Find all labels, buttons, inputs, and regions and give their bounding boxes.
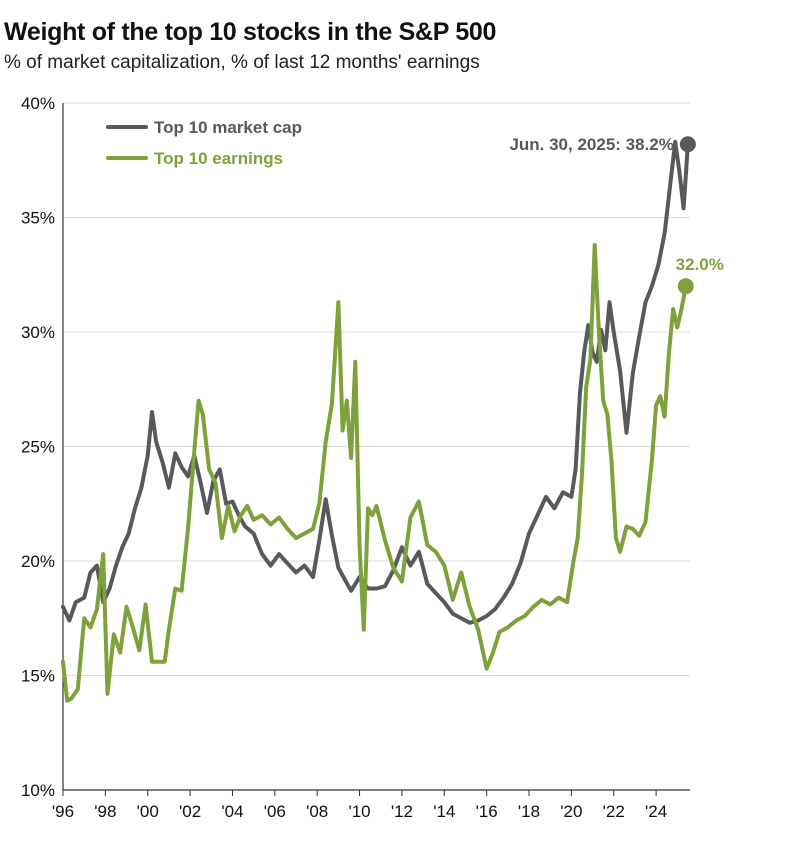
end-markers (677, 136, 696, 295)
x-tick-label: '16 (476, 802, 498, 821)
chart-title: Weight of the top 10 stocks in the S&P 5… (4, 18, 497, 46)
y-tick-label: 25% (21, 438, 55, 457)
x-tick-label: '96 (52, 802, 74, 821)
x-tick-label: '24 (645, 802, 667, 821)
series-line-market-cap (61, 139, 690, 625)
legend-label-market-cap: Top 10 market cap (154, 118, 302, 137)
x-tick-label: '08 (306, 802, 328, 821)
y-tick-label: 40% (21, 94, 55, 113)
x-tick-label: '04 (221, 802, 243, 821)
x-axis-ticks: '96 '98 '00 '02 '04 '06 '08 '10 '12 '14 '16 '18 '20 '… (52, 790, 667, 821)
series-line-earnings (61, 243, 688, 703)
x-tick-label: '10 (348, 802, 370, 821)
y-tick-label: 15% (21, 667, 55, 686)
x-tick-label: '12 (391, 802, 413, 821)
y-tick-label: 35% (21, 209, 55, 228)
y-tick-label: 10% (21, 781, 55, 800)
y-tick-label: 30% (21, 323, 55, 342)
x-tick-label: '02 (179, 802, 201, 821)
x-tick-label: '06 (264, 802, 286, 821)
chart-subtitle: % of market capitalization, % of last 12… (4, 52, 480, 73)
annotation-earnings: 32.0% (676, 255, 724, 274)
y-tick-label: 20% (21, 552, 55, 571)
x-tick-label: '00 (137, 802, 159, 821)
end-marker-earnings (677, 278, 694, 295)
end-marker-market-cap (679, 136, 696, 153)
legend: Top 10 market cap Top 10 earnings (106, 118, 302, 168)
x-tick-label: '20 (560, 802, 582, 821)
annotation-market-cap: Jun. 30, 2025: 38.2% (509, 135, 673, 154)
annotations: Jun. 30, 2025: 38.2% 32.0% (509, 135, 723, 274)
series-lines (61, 139, 690, 703)
legend-label-earnings: Top 10 earnings (154, 149, 283, 168)
x-tick-label: '98 (94, 802, 116, 821)
y-axis-ticks: 10% 15% 20% 25% 30% 35% 40% (21, 94, 55, 800)
x-tick-label: '14 (433, 802, 455, 821)
x-tick-label: '22 (603, 802, 625, 821)
x-tick-label: '18 (518, 802, 540, 821)
